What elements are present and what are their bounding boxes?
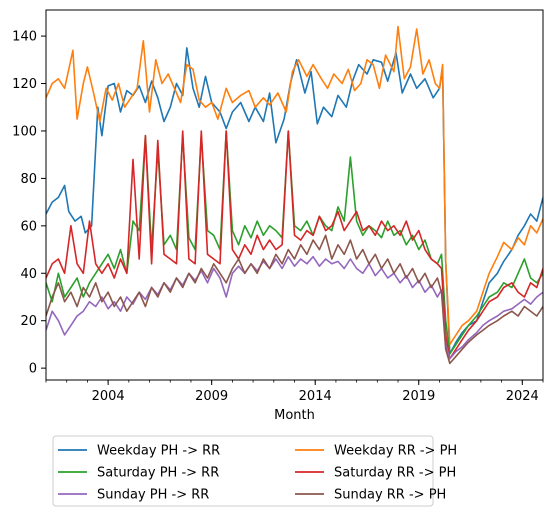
y-tick-label: 120 [12, 77, 37, 92]
y-tick-label: 140 [12, 30, 37, 45]
x-tick-label: 2019 [402, 389, 435, 404]
x-axis: 2004 2009 2014 2019 2024 [45, 380, 544, 404]
legend-label: Sunday RR -> PH [334, 488, 446, 503]
x-tick-label: 2014 [299, 389, 332, 404]
series-lines [46, 25, 543, 365]
series-line-6 [46, 234, 543, 365]
x-tick-label: 2004 [92, 389, 125, 404]
y-tick-label: 20 [20, 314, 37, 329]
y-tick-label: 0 [29, 362, 37, 377]
y-tick-label: 60 [20, 219, 37, 234]
legend-label: Weekday RR -> PH [334, 444, 457, 459]
series-line-2 [46, 25, 543, 346]
legend-label: Saturday RR -> PH [334, 466, 456, 481]
series-line-5 [46, 255, 543, 360]
legend-label: Sunday PH -> RR [97, 488, 209, 503]
y-tick-label: 80 [20, 172, 37, 187]
x-tick-label: 2024 [506, 389, 539, 404]
legend: Weekday PH -> RR Weekday RR -> PH Saturday… [52, 435, 457, 507]
legend-label: Saturday PH -> RR [97, 466, 219, 481]
series-line-4 [46, 130, 543, 360]
x-tick-label: 2009 [195, 389, 228, 404]
legend-label: Weekday PH -> RR [97, 444, 220, 459]
y-tick-label: 40 [20, 267, 37, 282]
legend-box [52, 435, 434, 507]
x-axis-title: Month [274, 408, 315, 423]
y-tick-label: 100 [12, 124, 37, 139]
y-axis: 0 20 40 60 80 100 120 140 [12, 30, 46, 377]
